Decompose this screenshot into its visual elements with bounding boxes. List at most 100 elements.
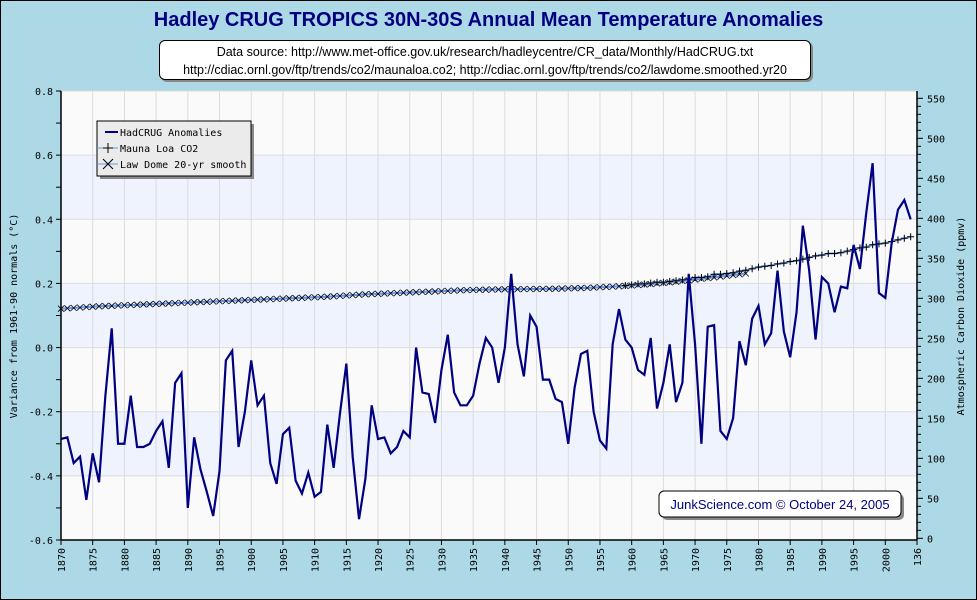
law-dome-point	[533, 285, 540, 293]
data-source-box: Data source: http://www.met-office.gov.u…	[159, 40, 811, 80]
plus-marker-icon	[103, 143, 113, 153]
law-dome-point	[444, 287, 452, 295]
law-dome-point	[596, 283, 604, 291]
y2-tick-label: 200	[927, 374, 945, 385]
law-dome-point	[564, 285, 572, 292]
mauna-loa-point	[748, 265, 756, 273]
law-dome-point	[305, 294, 312, 301]
y-tick-label: 0.4	[35, 215, 53, 226]
law-dome-point	[197, 298, 204, 306]
mauna-loa-point	[862, 243, 870, 251]
mauna-loa-point	[634, 280, 642, 288]
law-dome-point	[311, 293, 318, 301]
law-dome-point	[488, 286, 496, 293]
series-hadcrug	[60, 163, 912, 520]
y2-axis-label: Atmospheric Carbon Dioxide (ppmv)	[956, 217, 967, 416]
mauna-loa-point	[691, 274, 699, 281]
x-tick-label: 1955	[596, 548, 607, 572]
series-mauna-loa	[621, 233, 915, 289]
mauna-loa-point	[653, 278, 661, 286]
mauna-loa-point	[812, 252, 820, 260]
law-dome-point	[254, 296, 261, 303]
law-dome-point	[285, 295, 293, 302]
law-dome-point	[482, 286, 490, 293]
law-dome-point	[419, 288, 426, 296]
x-tick-label: 1925	[406, 548, 417, 572]
mauna-loa-point	[793, 257, 801, 265]
law-dome-point	[178, 299, 185, 307]
law-dome-point	[222, 297, 230, 305]
law-dome-point	[425, 288, 433, 295]
x-tick-label: 1995	[850, 548, 861, 572]
mauna-loa-point	[837, 249, 845, 257]
y2-tick-label: 250	[927, 334, 945, 345]
law-dome-point	[324, 293, 331, 300]
x-tick-label: 1950	[564, 548, 575, 572]
y2-tick-label: 300	[927, 294, 945, 305]
y-tick-label: -0.6	[29, 536, 53, 547]
law-dome-point	[545, 285, 553, 293]
mauna-loa-point	[659, 278, 667, 286]
law-dome-point	[184, 299, 192, 306]
x-tick-label: 1885	[152, 548, 163, 572]
x-tick-label: 1975	[723, 548, 734, 572]
law-dome-point	[381, 290, 388, 297]
mauna-loa-point	[843, 247, 851, 255]
law-dome-point	[70, 304, 77, 312]
law-dome-point	[209, 298, 217, 305]
law-dome-point	[457, 287, 464, 294]
law-dome-point	[114, 302, 122, 309]
axes: 0.80.60.40.20.0-0.2-0.4-0.65505004504003…	[29, 87, 945, 572]
x-tick-label: 1945	[533, 548, 544, 572]
mauna-loa-point	[881, 239, 889, 247]
law-dome-point	[406, 289, 414, 296]
law-dome-point	[247, 296, 255, 304]
law-dome-point	[330, 293, 337, 300]
y2-tick-label: 100	[927, 454, 945, 465]
law-dome-point	[400, 289, 407, 296]
x-tick-label: 1910	[311, 548, 322, 572]
law-dome-point	[577, 284, 585, 292]
law-dome-point	[349, 291, 356, 299]
x-tick-label: 1900	[247, 548, 258, 572]
law-dome-point	[241, 296, 249, 304]
x-tick-label: 1935	[469, 548, 480, 572]
law-dome-point	[152, 300, 160, 308]
y-tick-label: 0.6	[35, 151, 53, 162]
x-tick-label: 1905	[279, 548, 290, 572]
mauna-loa-point	[628, 281, 636, 289]
legend-label-mauna-loa: Mauna Loa CO2	[120, 144, 198, 155]
x-tick-label: 1940	[501, 548, 512, 572]
law-dome-point	[266, 295, 274, 303]
y2-tick-label: 450	[927, 174, 945, 185]
mauna-loa-point	[767, 262, 775, 269]
law-dome-point	[514, 285, 521, 293]
law-dome-point	[520, 285, 528, 293]
mauna-loa-point	[786, 258, 794, 265]
mauna-loa-point	[710, 270, 718, 278]
law-dome-point	[165, 300, 173, 307]
law-dome-point	[298, 294, 306, 302]
law-dome-point	[203, 298, 211, 306]
law-dome-point	[615, 283, 623, 290]
law-dome-point	[102, 302, 109, 310]
mauna-loa-point	[621, 282, 629, 289]
x-marker-icon	[102, 158, 114, 170]
mauna-loa-point	[907, 233, 915, 241]
law-dome-point	[108, 302, 116, 310]
copyright-text: JunkScience.com © October 24, 2005	[670, 497, 889, 512]
law-dome-point	[603, 283, 610, 291]
mauna-loa-point	[723, 270, 731, 277]
y-tick-label: 0.2	[35, 279, 53, 290]
law-dome-point	[273, 295, 280, 303]
law-dome-point	[450, 287, 458, 294]
law-dome-point	[336, 292, 344, 300]
y-tick-label: 0.8	[35, 87, 53, 98]
y2-tick-label: 50	[927, 494, 939, 505]
y2-tick-label: 0	[927, 534, 933, 545]
mauna-loa-point	[672, 277, 680, 285]
law-dome-point	[374, 290, 382, 298]
law-dome-point	[292, 294, 299, 302]
law-dome-point	[76, 304, 84, 311]
